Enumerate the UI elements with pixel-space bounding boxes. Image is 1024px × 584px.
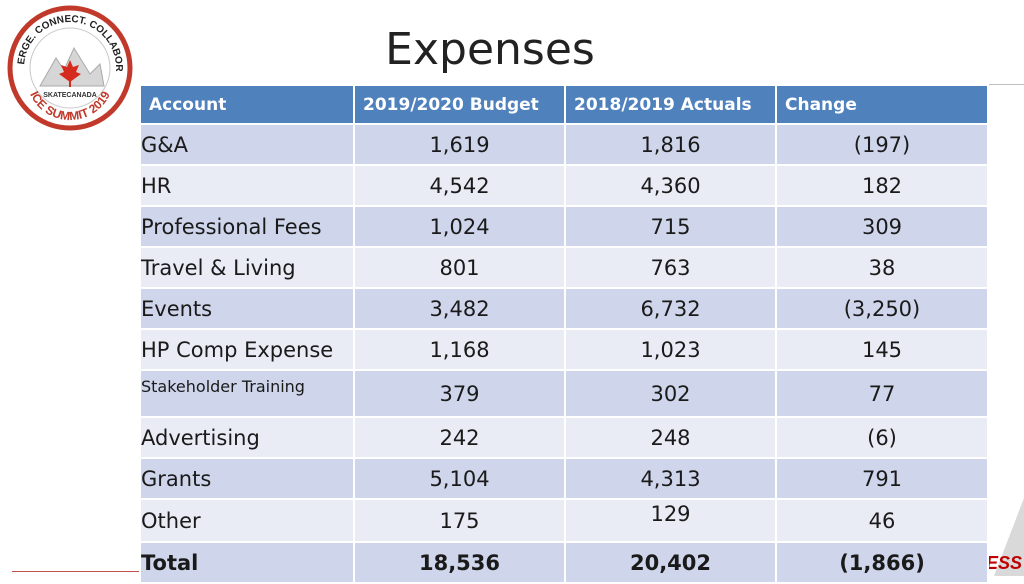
account-cell: HR <box>139 164 355 207</box>
change-cell: 38 <box>775 246 989 289</box>
change-cell: (6) <box>775 416 989 459</box>
actuals-cell: 1,816 <box>564 123 777 166</box>
header-budget: 2019/2020 Budget <box>353 84 566 125</box>
change-cell: 182 <box>775 164 989 207</box>
budget-cell: 1,619 <box>353 123 566 166</box>
change-cell: (197) <box>775 123 989 166</box>
table-header-row: Account 2019/2020 Budget 2018/2019 Actua… <box>139 84 989 125</box>
corner-graphic <box>994 498 1024 576</box>
budget-cell: 1,168 <box>353 328 566 371</box>
svg-text:SKATECANADA: SKATECANADA <box>43 92 97 99</box>
account-cell: Grants <box>139 457 355 500</box>
table-row: G&A 1,619 1,816 (197) <box>139 123 989 166</box>
header-actuals: 2018/2019 Actuals <box>564 84 777 125</box>
table-row: Other 175 129 46 <box>139 498 989 543</box>
table-row: Stakeholder Training 379 302 77 <box>139 369 989 418</box>
actuals-cell: 129 <box>564 498 777 543</box>
change-cell: (3,250) <box>775 287 989 330</box>
table-row: Events 3,482 6,732 (3,250) <box>139 287 989 330</box>
budget-cell: 801 <box>353 246 566 289</box>
change-cell: 791 <box>775 457 989 500</box>
ice-summit-logo: SKATECANADA CONVERGE. CONNECT. COLLABORA… <box>6 4 133 131</box>
budget-cell: 175 <box>353 498 566 543</box>
account-cell: Other <box>139 498 355 543</box>
actuals-cell: 248 <box>564 416 777 459</box>
budget-cell: 242 <box>353 416 566 459</box>
account-cell: G&A <box>139 123 355 166</box>
table-row: Professional Fees 1,024 715 309 <box>139 205 989 248</box>
budget-cell: 3,482 <box>353 287 566 330</box>
actuals-cell: 763 <box>564 246 777 289</box>
header-change: Change <box>775 84 989 125</box>
account-cell: Advertising <box>139 416 355 459</box>
budget-cell: 379 <box>353 369 566 418</box>
account-cell: Travel & Living <box>139 246 355 289</box>
table-row: HP Comp Expense 1,168 1,023 145 <box>139 328 989 371</box>
budget-cell: 5,104 <box>353 457 566 500</box>
account-cell: Stakeholder Training <box>139 369 355 418</box>
actuals-cell: 302 <box>564 369 777 418</box>
header-account: Account <box>139 84 355 125</box>
actuals-cell: 6,732 <box>564 287 777 330</box>
actuals-cell: 715 <box>564 205 777 248</box>
total-actuals: 20,402 <box>564 541 777 584</box>
bottom-accent-line <box>12 571 140 572</box>
change-cell: 77 <box>775 369 989 418</box>
change-cell: 309 <box>775 205 989 248</box>
account-cell: Professional Fees <box>139 205 355 248</box>
total-budget: 18,536 <box>353 541 566 584</box>
change-cell: 46 <box>775 498 989 543</box>
actuals-cell: 4,360 <box>564 164 777 207</box>
page-title: Expenses <box>385 24 595 75</box>
table-row: Advertising 242 248 (6) <box>139 416 989 459</box>
actuals-cell: 1,023 <box>564 328 777 371</box>
expenses-table: Account 2019/2020 Budget 2018/2019 Actua… <box>139 84 989 584</box>
account-cell: Events <box>139 287 355 330</box>
total-row: Total 18,536 20,402 (1,866) <box>139 541 989 584</box>
change-cell: 145 <box>775 328 989 371</box>
total-change: (1,866) <box>775 541 989 584</box>
account-cell: HP Comp Expense <box>139 328 355 371</box>
table-row: Travel & Living 801 763 38 <box>139 246 989 289</box>
divider-line <box>988 84 1024 85</box>
budget-cell: 4,542 <box>353 164 566 207</box>
table-row: HR 4,542 4,360 182 <box>139 164 989 207</box>
actuals-cell: 4,313 <box>564 457 777 500</box>
total-label: Total <box>139 541 355 584</box>
budget-cell: 1,024 <box>353 205 566 248</box>
table-row: Grants 5,104 4,313 791 <box>139 457 989 500</box>
